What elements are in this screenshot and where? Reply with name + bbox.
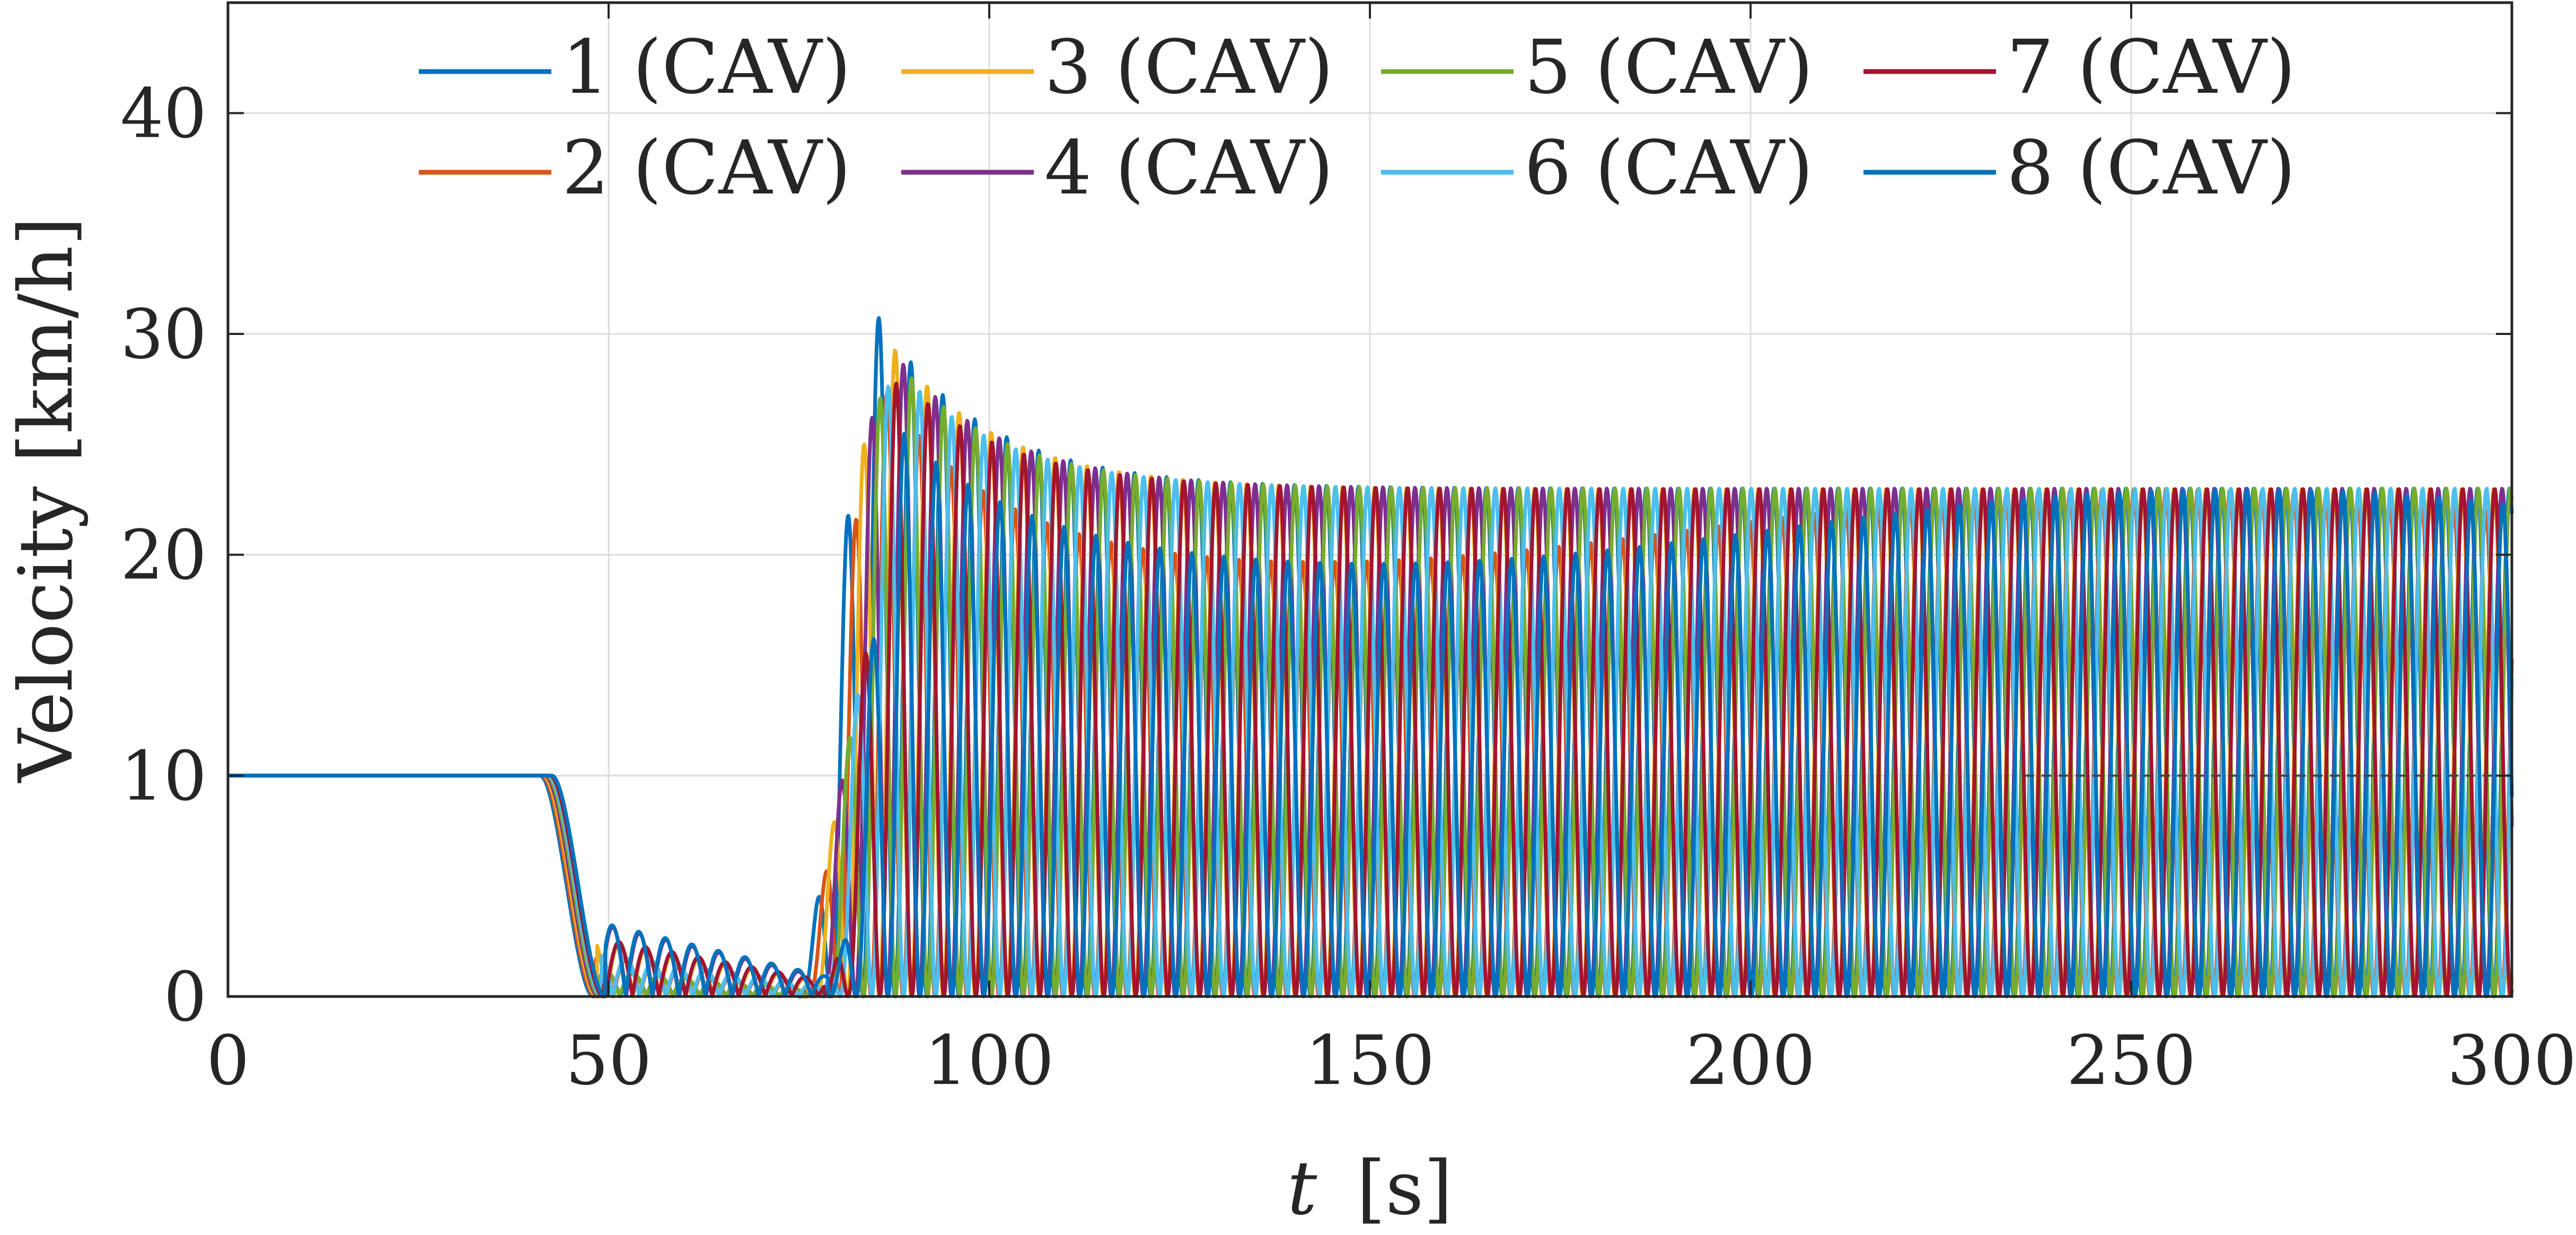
legend-label: 5 (CAV) <box>1524 24 1813 111</box>
y-tick-label: 0 <box>164 958 207 1037</box>
x-tick-label: 0 <box>206 1021 249 1100</box>
x-tick-label: 100 <box>925 1021 1054 1100</box>
series-line-8 <box>226 431 2514 999</box>
legend-item-8: 8 (CAV) <box>1863 125 2296 211</box>
y-axis-label: Velocity [km/h] <box>3 217 90 783</box>
legend-label: 6 (CAV) <box>1524 125 1813 211</box>
x-tick-label: 50 <box>566 1021 652 1100</box>
y-tick-label: 20 <box>120 516 207 595</box>
y-tick-label: 40 <box>120 74 207 153</box>
x-axis-label: t [s] <box>1287 1145 1453 1232</box>
legend-item-1: 1 (CAV) <box>419 24 851 111</box>
legend-label: 8 (CAV) <box>2007 125 2296 211</box>
legend-item-3: 3 (CAV) <box>901 24 1333 111</box>
y-tick-label: 30 <box>120 295 207 374</box>
legend-item-6: 6 (CAV) <box>1381 125 1813 211</box>
legend-label: 7 (CAV) <box>2007 24 2296 111</box>
legend: 1 (CAV) 2 (CAV) 3 (CAV) 4 (CAV) 5 (CAV) 6 (CA… <box>419 24 2296 211</box>
ticks-layer: 0 50 100 150 200 250 300 0 10 20 30 40 <box>120 3 2576 1100</box>
x-axis-variable: t <box>1287 1145 1317 1232</box>
x-tick-label: 250 <box>2067 1021 2196 1100</box>
legend-item-5: 5 (CAV) <box>1381 24 1813 111</box>
legend-label: 1 (CAV) <box>562 24 851 111</box>
legend-item-4: 4 (CAV) <box>901 125 1333 211</box>
x-axis-unit: [s] <box>1357 1145 1453 1232</box>
legend-label: 4 (CAV) <box>1044 125 1333 211</box>
x-tick-label: 300 <box>2447 1021 2576 1100</box>
legend-item-2: 2 (CAV) <box>419 125 851 211</box>
series-layer <box>226 316 2514 999</box>
legend-label: 2 (CAV) <box>562 125 851 211</box>
legend-label: 3 (CAV) <box>1044 24 1333 111</box>
x-tick-label: 200 <box>1686 1021 1815 1100</box>
legend-item-7: 7 (CAV) <box>1863 24 2296 111</box>
y-tick-label: 10 <box>120 737 207 816</box>
x-tick-label: 150 <box>1305 1021 1435 1100</box>
